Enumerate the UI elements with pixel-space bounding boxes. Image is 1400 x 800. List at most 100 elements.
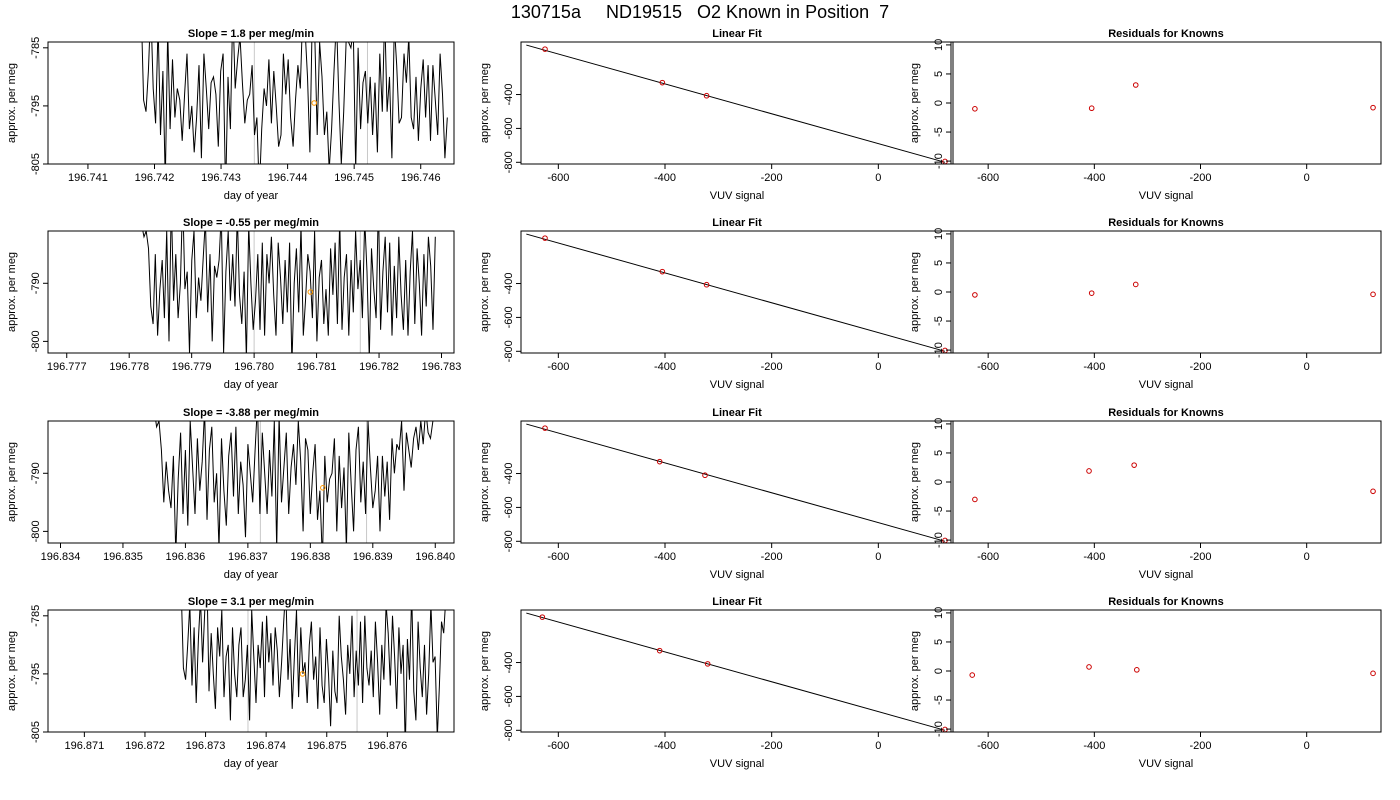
x-axis-label: day of year	[224, 569, 279, 581]
y-axis-label: approx. per meg	[6, 63, 18, 143]
y-tick-label: -800	[503, 530, 515, 552]
y-tick-label: -600	[503, 685, 515, 707]
panel-title: Slope = -3.88 per meg/min	[183, 407, 319, 419]
x-tick-label: -400	[1083, 740, 1105, 752]
mean-marker-point	[320, 485, 326, 491]
plot-area	[181, 610, 446, 732]
data-trace-line	[181, 610, 446, 732]
y-tick-label: 5	[933, 71, 945, 77]
known-data-point	[972, 292, 978, 298]
y-axis-label: approx. per meg	[479, 252, 491, 332]
y-tick-label: 5	[933, 260, 945, 266]
chart-panel-10: Slope = 3.1 per meg/min 196.871 196.872 196…	[6, 596, 455, 770]
x-tick-label: -200	[1189, 172, 1211, 184]
y-tick-label: 10	[933, 39, 945, 51]
y-axis-label: approx. per meg	[909, 442, 921, 522]
x-tick-label: -200	[761, 551, 783, 563]
known-data-point	[656, 458, 663, 465]
known-data-point	[1088, 105, 1095, 112]
y-tick-label: 5	[933, 639, 945, 645]
x-axis-label: VUV signal	[1139, 569, 1193, 581]
plot-frame	[950, 609, 1382, 733]
known-data-point	[703, 281, 710, 288]
mean-marker-point	[299, 671, 306, 677]
x-tick-label: 196.744	[268, 172, 308, 184]
panel-title: Linear Fit	[712, 596, 762, 608]
x-tick-label: -200	[1189, 361, 1211, 373]
x-tick-label: -600	[547, 551, 569, 563]
y-tick-label: -800	[30, 330, 42, 352]
x-tick-label: 196.875	[307, 740, 347, 752]
panel-title: Linear Fit	[712, 217, 762, 229]
x-tick-label: -600	[977, 361, 999, 373]
known-data-point	[1370, 488, 1376, 495]
page-title: 130715a ND19515 O2 Known in Position 7	[510, 2, 890, 22]
y-axis-label: approx. per meg	[909, 252, 921, 332]
x-axis-label: VUV signal	[710, 569, 764, 581]
y-axis-label: approx. per meg	[6, 442, 18, 522]
x-tick-label: 196.835	[103, 551, 143, 563]
x-axis-label: VUV signal	[710, 758, 764, 770]
panel-title: Slope = -0.55 per meg/min	[183, 217, 319, 229]
plot-frame	[520, 41, 954, 165]
chart-panel-4: Slope = -0.55 per meg/min 196.777 196.778 1…	[6, 217, 462, 391]
chart-panel-12: Residuals for Knowns -600 -400 -200 0 VUV sig…	[909, 596, 1382, 770]
data-trace-line	[155, 421, 434, 543]
x-axis-label: day of year	[224, 190, 279, 202]
plot-area	[526, 423, 948, 543]
y-tick-label: -5	[933, 506, 945, 516]
panel-title: Slope = 1.8 per meg/min	[188, 28, 315, 40]
x-tick-label: 196.873	[186, 740, 226, 752]
x-tick-label: 196.834	[41, 551, 81, 563]
panel-title: Linear Fit	[712, 407, 762, 419]
y-tick-label: -600	[503, 306, 515, 328]
y-tick-label: -10	[933, 342, 945, 358]
y-tick-label: -600	[503, 496, 515, 518]
x-tick-label: -600	[547, 361, 569, 373]
x-tick-label: 196.836	[166, 551, 206, 563]
x-tick-label: 196.779	[172, 361, 212, 373]
x-tick-label: -200	[1189, 551, 1211, 563]
known-data-point	[659, 268, 666, 275]
x-tick-label: -600	[547, 740, 569, 752]
y-tick-label: -400	[503, 273, 515, 295]
chart-panel-11: Linear Fit -600 -400 -200 0 VUV signal -400 -60…	[479, 596, 954, 770]
y-axis-label: approx. per meg	[909, 63, 921, 143]
plot-frame	[520, 230, 954, 354]
data-trace-line	[142, 231, 436, 353]
x-tick-label: 196.743	[201, 172, 241, 184]
known-data-point	[656, 647, 663, 654]
known-data-point	[1132, 82, 1139, 88]
fit-line	[526, 44, 946, 163]
x-tick-label: -200	[761, 172, 783, 184]
known-data-point	[1086, 664, 1092, 670]
x-axis-label: VUV signal	[710, 379, 764, 391]
chart-panel-9: Residuals for Knowns -600 -400 -200 0 VUV sig…	[909, 407, 1382, 581]
known-data-point	[542, 46, 548, 52]
panel-title: Residuals for Knowns	[1108, 407, 1224, 419]
chart-panel-3: Residuals for Knowns -600 -400 -200 0 VUV sig…	[909, 28, 1382, 202]
x-tick-label: 196.876	[367, 740, 407, 752]
panel-title: Residuals for Knowns	[1108, 217, 1224, 229]
chart-panel-2: Linear Fit -600 -400 -200 0 VUV signal -400 -60…	[479, 28, 954, 202]
y-tick-label: 10	[933, 607, 945, 619]
x-tick-label: 0	[1304, 172, 1310, 184]
x-tick-label: -200	[761, 740, 783, 752]
y-tick-label: -10	[933, 532, 945, 548]
x-tick-label: 196.778	[109, 361, 149, 373]
x-tick-label: 0	[875, 172, 881, 184]
y-axis-label: approx. per meg	[479, 631, 491, 711]
x-tick-label: -600	[977, 551, 999, 563]
x-axis-label: VUV signal	[710, 190, 764, 202]
known-data-point	[702, 472, 708, 479]
panel-title: Residuals for Knowns	[1108, 28, 1224, 40]
plot-frame	[950, 230, 1382, 354]
y-tick-label: -5	[933, 127, 945, 137]
x-tick-label: 196.746	[401, 172, 441, 184]
panel-title: Linear Fit	[712, 28, 762, 40]
y-axis-label: approx. per meg	[909, 631, 921, 711]
y-tick-label: -805	[30, 721, 42, 743]
x-tick-label: 196.871	[64, 740, 104, 752]
y-tick-label: -10	[933, 153, 945, 169]
x-tick-label: 196.783	[422, 361, 462, 373]
